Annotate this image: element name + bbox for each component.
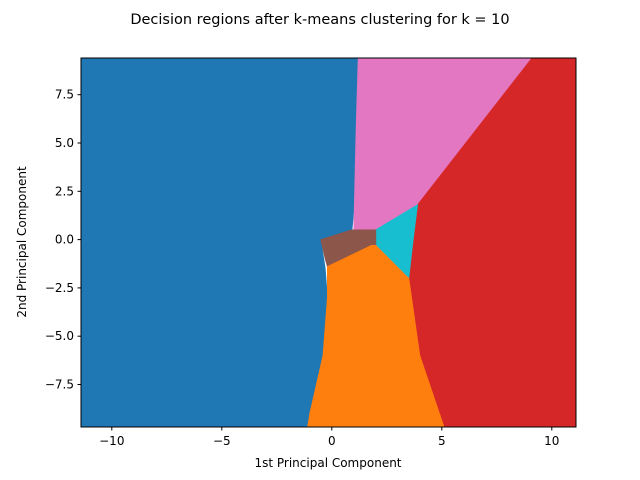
region-0 (80, 57, 359, 428)
x-tick-label-2: 0 (328, 434, 336, 448)
decision-regions (80, 57, 577, 428)
x-tick-label-4: 10 (544, 434, 559, 448)
x-tick-label-1: −5 (213, 434, 231, 448)
y-tick-label-1: 5.0 (55, 136, 74, 150)
y-axis-ticks: 7.5 5.0 2.5 0.0 −2.5 −5.0 −7.5 (45, 88, 81, 391)
x-axis-label: 1st Principal Component (254, 456, 401, 470)
x-axis-ticks: −10 −5 0 5 10 (99, 427, 559, 448)
y-tick-label-5: −5.0 (45, 329, 74, 343)
region-5 (307, 244, 445, 428)
y-tick-label-3: 0.0 (55, 233, 74, 247)
plot-frame (80, 57, 577, 428)
y-tick-label-2: 2.5 (55, 184, 74, 198)
y-tick-label-6: −7.5 (45, 377, 74, 391)
y-axis-label: 2nd Principal Component (15, 166, 29, 318)
chart-title: Decision regions after k-means clusterin… (130, 12, 509, 28)
y-tick-label-0: 7.5 (55, 88, 74, 102)
x-tick-label-0: −10 (99, 434, 124, 448)
y-tick-label-4: −2.5 (45, 281, 74, 295)
x-tick-label-3: 5 (438, 434, 446, 448)
